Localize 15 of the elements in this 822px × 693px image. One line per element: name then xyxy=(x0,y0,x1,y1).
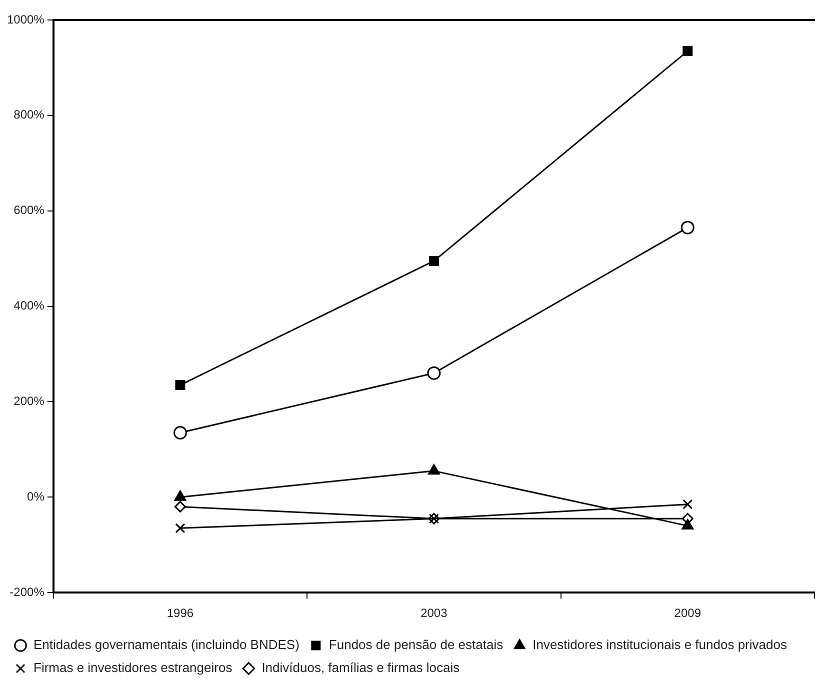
y-tick-label: -200% xyxy=(10,584,45,599)
y-tick-label: 200% xyxy=(14,394,45,408)
legend-label: Fundos de pensão de estatais xyxy=(328,637,504,652)
legend-label: Investidores institucionais e fundos privados xyxy=(532,637,788,652)
legend-label: Firmas e investidores estrangeiros xyxy=(34,660,233,676)
x-tick-label: 2009 xyxy=(674,606,702,620)
legend-label: Indivíduos, famílias e firmas locais xyxy=(262,660,460,676)
y-tick-label: 0% xyxy=(27,489,45,504)
y-tick-label: 1000% xyxy=(6,12,45,26)
legend-label: Entidades governamentais (incluindo BNDES) xyxy=(34,637,300,652)
x-tick-label: 2003 xyxy=(420,606,448,620)
y-tick-label: 400% xyxy=(14,298,45,313)
x-tick-label: 1996 xyxy=(166,606,194,620)
y-tick-label: 600% xyxy=(14,203,45,218)
y-tick-label: 800% xyxy=(14,108,45,122)
